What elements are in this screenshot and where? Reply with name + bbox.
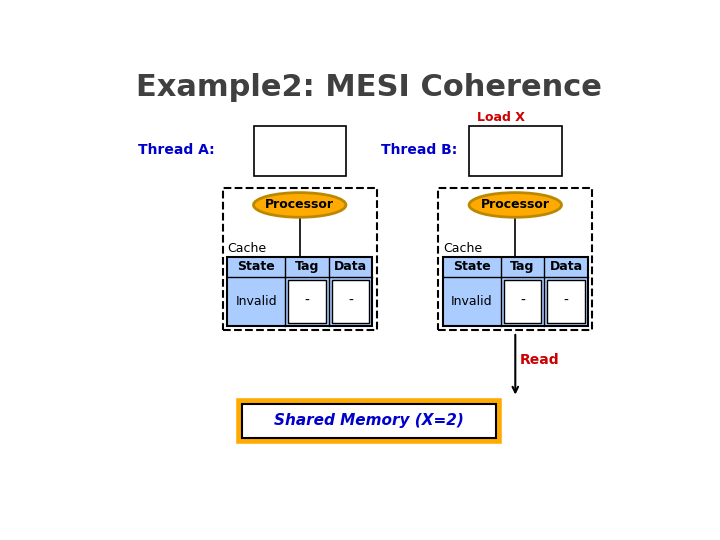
Text: Thread B:: Thread B:	[381, 143, 456, 157]
FancyBboxPatch shape	[332, 280, 369, 323]
Text: Cache: Cache	[443, 242, 482, 255]
Ellipse shape	[469, 193, 562, 217]
Text: -: -	[564, 294, 568, 308]
Text: -: -	[520, 294, 525, 308]
FancyBboxPatch shape	[443, 256, 588, 326]
Text: -: -	[348, 294, 353, 308]
Text: Processor: Processor	[481, 198, 550, 212]
Text: State: State	[453, 260, 491, 273]
Text: Tag: Tag	[510, 260, 535, 273]
Ellipse shape	[253, 193, 346, 217]
Text: Tag: Tag	[294, 260, 319, 273]
FancyBboxPatch shape	[547, 280, 585, 323]
Text: State: State	[238, 260, 275, 273]
Text: Processor: Processor	[265, 198, 334, 212]
FancyBboxPatch shape	[222, 188, 377, 330]
FancyBboxPatch shape	[239, 401, 499, 441]
FancyBboxPatch shape	[253, 126, 346, 177]
FancyBboxPatch shape	[504, 280, 541, 323]
Text: Invalid: Invalid	[235, 295, 277, 308]
FancyBboxPatch shape	[288, 280, 325, 323]
FancyBboxPatch shape	[228, 256, 372, 326]
FancyBboxPatch shape	[242, 403, 496, 438]
Text: Invalid: Invalid	[451, 295, 492, 308]
Text: Data: Data	[334, 260, 367, 273]
Text: Load X: Load X	[477, 111, 525, 124]
Text: Shared Memory (X=2): Shared Memory (X=2)	[274, 414, 464, 428]
FancyBboxPatch shape	[469, 126, 562, 177]
FancyBboxPatch shape	[438, 188, 593, 330]
Text: Read: Read	[520, 353, 559, 367]
Text: Thread A:: Thread A:	[138, 143, 215, 157]
Text: Cache: Cache	[228, 242, 266, 255]
Text: Data: Data	[549, 260, 582, 273]
Text: Example2: MESI Coherence: Example2: MESI Coherence	[136, 73, 602, 103]
Text: -: -	[305, 294, 310, 308]
